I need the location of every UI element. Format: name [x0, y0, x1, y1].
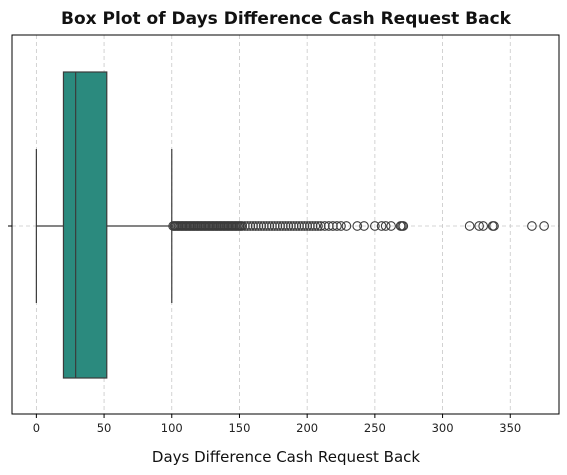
outlier-point	[474, 221, 484, 231]
outlier-point	[386, 221, 396, 231]
x-tick-label: 100	[161, 421, 183, 435]
outlier-point	[380, 221, 391, 231]
outlier-point	[332, 221, 342, 231]
outlier-point	[352, 221, 363, 231]
x-tick-label: 200	[296, 421, 318, 435]
outlier-point	[464, 221, 475, 231]
box-plot	[35, 71, 173, 379]
plot-frame	[11, 34, 560, 415]
x-tick-label: 300	[432, 421, 454, 435]
outlier-points	[168, 221, 549, 231]
outlier-point	[313, 221, 323, 231]
x-tick-label: 150	[228, 421, 250, 435]
x-tick-label: 50	[97, 421, 112, 435]
outlier-point	[478, 221, 489, 231]
outlier-point	[489, 221, 499, 231]
outlier-point	[527, 221, 537, 231]
iqr-box	[62, 71, 108, 379]
x-tick-label: 350	[499, 421, 521, 435]
chart-title: Box Plot of Days Difference Cash Request…	[61, 9, 512, 29]
x-tick-label: 0	[33, 421, 40, 435]
outlier-point	[539, 221, 549, 231]
outlier-point	[336, 221, 346, 231]
x-axis-label: Days Difference Cash Request Back	[152, 448, 420, 466]
x-tick-label: 250	[364, 421, 386, 435]
x-axis-ticks: 0 50 100 150 200 250 300 350	[33, 414, 521, 435]
outlier-point	[376, 221, 387, 231]
outlier-point	[398, 221, 409, 231]
outlier-point	[310, 221, 321, 231]
outlier-point	[341, 221, 352, 231]
outlier-point	[359, 221, 369, 231]
outlier-point	[370, 221, 380, 231]
